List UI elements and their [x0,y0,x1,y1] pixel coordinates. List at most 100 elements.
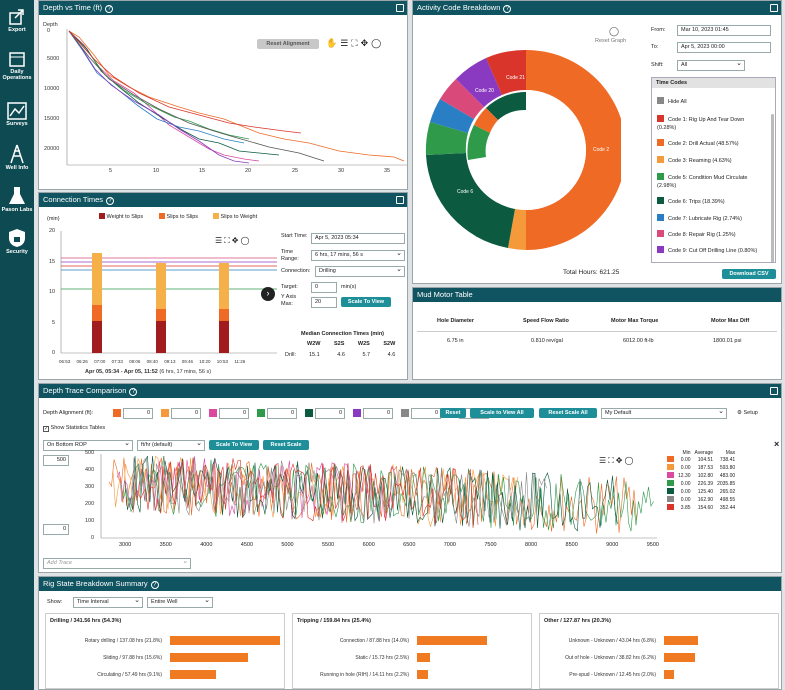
reset-graph-button[interactable]: Reset Graph [595,38,627,44]
scale-to-view-button[interactable]: Scale To View [209,440,259,450]
expand-icon[interactable] [770,387,778,395]
panel-header: Connection Times? [39,193,407,207]
nav-label: Pason Labs [1,207,33,213]
expand-icon[interactable] [770,4,778,12]
alignment-input[interactable]: 0 [411,408,441,419]
stats-value: 187.53 [697,465,714,471]
x-tick: 3000 [119,542,132,548]
alignment-input[interactable]: 0 [363,408,393,419]
scrollbar[interactable] [771,114,774,262]
checkbox[interactable]: ✓ [43,426,49,432]
nav-surveys[interactable]: Surveys [0,102,34,127]
reset-scale-all-button[interactable]: Reset Scale All [539,408,597,418]
calendar-icon [9,52,25,67]
alignment-input[interactable]: 0 [123,408,153,419]
nav-security[interactable]: Security [0,228,34,255]
alignment-input[interactable]: 0 [267,408,297,419]
range-sub: (6 hrs, 17 mins, 56 s) [159,369,212,375]
median-title: Median Connection Times (min) [301,331,385,337]
expand-icon[interactable] [396,196,404,204]
time-code-item[interactable]: Code 9: Cut Off Drilling Line (0.80%) [657,246,763,255]
alignment-input[interactable]: 0 [315,408,345,419]
time-code-item[interactable]: Code 8: Repair Rig (1.25%) [657,230,763,239]
legend-swatch [99,213,105,219]
shift-select[interactable]: All [677,60,745,71]
from-input[interactable]: Mar 10, 2023 01:45 [677,25,771,36]
preset-select[interactable]: My Default [601,408,727,419]
chevron-right-icon[interactable]: › [261,287,275,301]
unit-select[interactable]: ft/hr (default) [137,440,205,451]
nav-pason-labs[interactable]: Pason Labs [0,186,34,213]
to-input[interactable]: Apr 5, 2023 00:00 [677,42,771,53]
target-input[interactable]: 0 [311,282,337,293]
y-axis-max-input[interactable]: 20 [311,297,337,308]
time-code-item[interactable]: Code 6: Trips (18.39%) [657,197,763,206]
nav-well-info[interactable]: Well Info [0,144,34,171]
help-icon[interactable]: ? [503,5,512,13]
chart-tools[interactable]: ☰⛶✥◯ [599,456,636,465]
nav-daily-operations[interactable]: Daily Operations [0,50,34,81]
time-code-item[interactable]: Code 7: Lubricate Rig (2.74%) [657,214,763,223]
time-range-select[interactable]: 6 hrs, 17 mins, 56 s [311,250,405,261]
to-label: To: [651,44,659,50]
connection-select[interactable]: Drilling [315,266,405,277]
y-min-input[interactable]: 0 [43,524,69,535]
hide-all-item[interactable]: Hide All [657,97,687,105]
scale-to-view-all-button[interactable]: Scale to View All [470,408,534,418]
x-tick: 8500 [565,542,578,548]
y-tick: 5000 [47,56,60,62]
swatch [657,246,664,253]
donut-chart [425,49,621,250]
reset-graph-icon[interactable]: ◯ [609,26,620,36]
help-icon[interactable]: ? [150,581,159,589]
add-trace-select[interactable]: Add Trace [43,558,191,569]
rig-section: Tripping / 159.84 hrs (25.4%) Connection … [292,613,532,689]
time-code-item[interactable]: Code 2: Drill Actual (48.57%) [657,139,763,148]
nav-export[interactable]: Export [0,8,34,33]
alignment-input[interactable]: 0 [171,408,201,419]
alignment-input[interactable]: 0 [219,408,249,419]
close-icon[interactable]: × [774,439,780,449]
reset-alignment-button[interactable]: Reset Alignment [257,39,319,49]
time-code-item[interactable]: Code 3: Reaming (4.63%) [657,156,763,165]
stats-table: Min Average Max 0.00 104.51 738.41 0.00 187.53… [665,450,737,512]
help-icon[interactable]: ? [105,5,114,13]
time-code-item[interactable]: Code 5: Condition Mud Circulate (2.98%) [657,173,763,190]
rig-row-label: Running in hole (RIH) / 14.11 hrs (2.2%) [320,672,409,678]
swatch [657,139,664,146]
expand-icon[interactable] [396,4,404,12]
stats-value: 738.41 [719,457,736,463]
x-tick: 5500 [321,542,335,548]
panel-header: Mud Motor Table [413,288,781,302]
panel-title: Mud Motor Table [417,290,473,299]
rig-section: Drilling / 341.56 hrs (54.3%) Rotary dril… [45,613,285,689]
reset-button[interactable]: Reset [440,408,466,418]
scope-select[interactable]: Entire Well [147,597,213,608]
rig-row-label: Rotary drilling / 137.08 hrs (21.8%) [84,638,162,644]
interval-select[interactable]: Time Interval [73,597,143,608]
y-max-input[interactable]: 500 [43,455,69,466]
stats-row: 0.00 187.53 593.80 [665,464,737,472]
trace-line [132,457,479,528]
scale-to-view-button[interactable]: Scale To View [341,297,391,307]
time-code-item[interactable]: Code 1: Rig Up And Tear Down (0.28%) [657,115,763,132]
show-stats-label: Show Statistics Tables [50,425,106,431]
swatch [657,97,664,104]
median-col: W2W [307,341,321,347]
panel-title: Activity Code Breakdown [417,3,501,12]
chart-tools[interactable]: ✋☰⛶✥◯ [326,38,385,48]
setup-button[interactable]: ⚙ Setup [737,410,758,416]
y-tick: 100 [85,518,95,524]
trace-select[interactable]: On Bottom ROP [43,440,133,451]
y-tick: 400 [85,467,95,473]
download-csv-button[interactable]: Download CSV [722,269,776,279]
chart-icon [7,102,27,120]
start-time-input[interactable]: Apr 5, 2023 05:34 [311,233,405,244]
chart-tools[interactable]: ☰⛶✥◯ [215,236,252,245]
show-stats-toggle[interactable]: ✓ Show Statistics Tables [43,425,105,432]
help-icon[interactable]: ? [106,197,115,205]
from-label: From: [651,27,666,33]
y-tick: 10000 [44,86,60,92]
help-icon[interactable]: ? [129,388,138,396]
reset-scale-button[interactable]: Reset Scale [263,440,309,450]
